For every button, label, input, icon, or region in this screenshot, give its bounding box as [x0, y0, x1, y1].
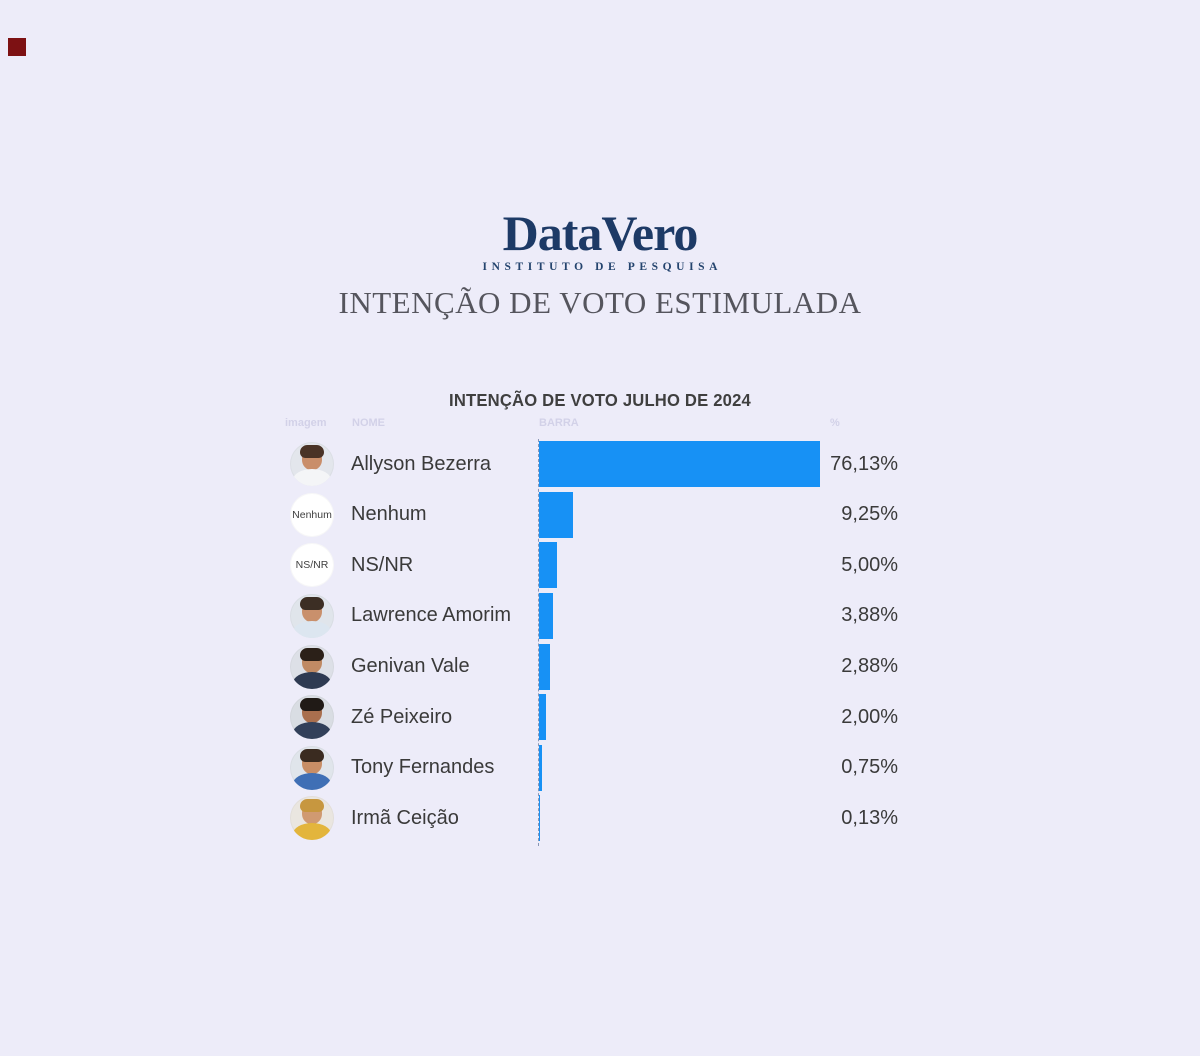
ghost-header-percent: % — [830, 417, 840, 429]
candidate-name: Irmã Ceição — [351, 806, 459, 829]
avatar-body-shape — [293, 620, 331, 638]
bar-track — [539, 795, 829, 842]
bar — [539, 643, 550, 690]
chart-row: Genivan Vale 2,88% — [285, 641, 905, 692]
avatar-text: NS/NR — [295, 559, 329, 572]
page-title: INTENÇÃO DE VOTO ESTIMULADA — [338, 285, 862, 320]
percentage-label: 2,00% — [841, 705, 898, 728]
candidate-avatar — [290, 593, 334, 638]
header: DataVero INSTITUTO DE PESQUISA INTENÇÃO … — [0, 208, 1200, 318]
candidate-name: Nenhum — [351, 503, 427, 526]
chart-row: Tony Fernandes 0,75% — [285, 743, 905, 794]
candidate-avatar — [290, 441, 334, 486]
percentage-label: 76,13% — [830, 452, 898, 475]
bar-track — [539, 744, 829, 791]
chart-row: NS/NR NS/NR 5,00% — [285, 540, 905, 591]
bar-track — [539, 440, 829, 487]
avatar-hair-shape — [300, 444, 324, 458]
bar-chart: imagem NOME BARRA % Allyson Bezerra 76,1… — [285, 415, 905, 850]
avatar-hair-shape — [300, 698, 324, 712]
candidate-name: Tony Fernandes — [351, 756, 495, 779]
avatar-body-shape — [293, 823, 331, 841]
candidate-avatar — [290, 796, 334, 841]
percentage-label: 0,13% — [841, 806, 898, 829]
ghost-header-image: imagem — [285, 417, 327, 429]
bar — [539, 491, 574, 538]
ghost-column-headers: imagem NOME BARRA % — [285, 417, 905, 431]
chart-row: Irmã Ceição 0,13% — [285, 793, 905, 844]
candidate-name: Genivan Vale — [351, 655, 470, 678]
bar-track — [539, 491, 829, 538]
avatar-hair-shape — [300, 647, 324, 661]
bar-track — [539, 643, 829, 690]
percentage-label: 0,75% — [841, 756, 898, 779]
corner-red-square — [8, 38, 26, 56]
candidate-avatar — [290, 695, 334, 740]
avatar-hair-shape — [300, 596, 324, 610]
chart-row: Allyson Bezerra 76,13% — [285, 439, 905, 490]
chart-row: Zé Peixeiro 2,00% — [285, 692, 905, 743]
bar — [539, 795, 540, 842]
bar — [539, 592, 554, 639]
brand-logo: DataVero — [502, 205, 699, 261]
bar-track — [539, 542, 829, 589]
percentage-label: 5,00% — [841, 553, 898, 576]
candidate-avatar: NS/NR — [290, 543, 334, 588]
bar-track — [539, 694, 829, 741]
candidate-name: Zé Peixeiro — [351, 705, 453, 728]
bar — [539, 694, 547, 741]
chart-row: Nenhum Nenhum 9,25% — [285, 489, 905, 540]
candidate-avatar: Nenhum — [290, 492, 334, 537]
candidate-name: NS/NR — [351, 553, 414, 576]
percentage-label: 2,88% — [841, 655, 898, 678]
chart-axis-line — [538, 439, 539, 846]
avatar-text: Nenhum — [292, 508, 332, 521]
percentage-label: 9,25% — [841, 503, 898, 526]
candidate-name: Allyson Bezerra — [351, 452, 492, 475]
ghost-header-bar: BARRA — [539, 417, 579, 429]
avatar-body-shape — [293, 468, 331, 486]
bar — [539, 542, 558, 589]
candidate-avatar — [290, 745, 334, 790]
avatar-hair-shape — [300, 799, 324, 813]
avatar-body-shape — [293, 722, 331, 740]
avatar-body-shape — [293, 772, 331, 790]
bar — [539, 440, 820, 487]
avatar-hair-shape — [300, 748, 324, 762]
bar — [539, 744, 542, 791]
ghost-header-name: NOME — [352, 417, 385, 429]
chart-row: Lawrence Amorim 3,88% — [285, 591, 905, 642]
candidate-avatar — [290, 644, 334, 689]
brand-tagline: INSTITUTO DE PESQUISA — [482, 261, 723, 273]
avatar-body-shape — [293, 671, 331, 689]
bar-track — [539, 592, 829, 639]
chart-title: INTENÇÃO DE VOTO JULHO DE 2024 — [449, 390, 751, 410]
percentage-label: 3,88% — [841, 604, 898, 627]
candidate-name: Lawrence Amorim — [351, 604, 512, 627]
chart-rows: Allyson Bezerra 76,13% Nenhum Nenhum 9,2… — [285, 439, 905, 844]
